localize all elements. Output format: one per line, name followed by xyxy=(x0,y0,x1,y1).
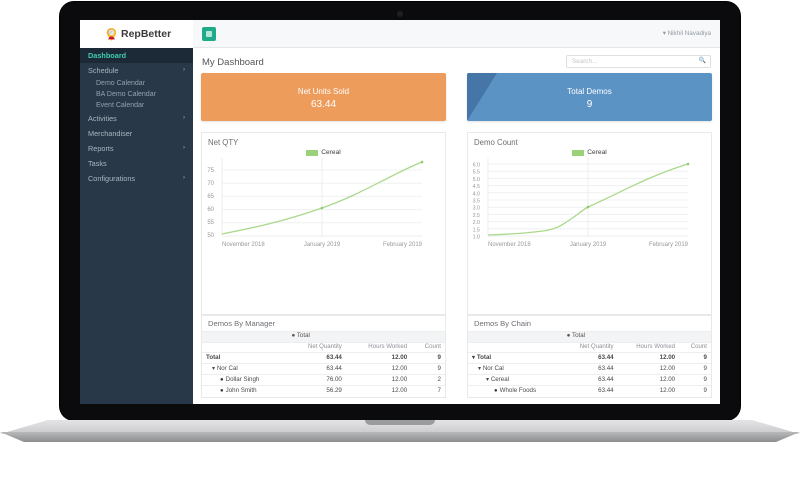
svg-text:4.5: 4.5 xyxy=(473,184,480,190)
svg-text:6.0: 6.0 xyxy=(473,163,480,169)
svg-text:3.0: 3.0 xyxy=(473,206,480,212)
svg-text:1.0: 1.0 xyxy=(473,235,480,241)
svg-text:3.5: 3.5 xyxy=(473,199,480,205)
svg-text:4.0: 4.0 xyxy=(473,191,480,197)
svg-text:5.5: 5.5 xyxy=(473,170,480,176)
svg-text:2.0: 2.0 xyxy=(473,220,480,226)
svg-text:1.5: 1.5 xyxy=(473,227,480,233)
svg-text:February 2019: February 2019 xyxy=(649,242,689,248)
svg-text:70: 70 xyxy=(207,181,214,187)
svg-text:January 2019: January 2019 xyxy=(304,242,341,248)
svg-text:2.5: 2.5 xyxy=(473,213,480,219)
svg-text:60: 60 xyxy=(207,207,214,213)
svg-text:75: 75 xyxy=(207,168,214,174)
svg-text:February 2019: February 2019 xyxy=(383,242,423,248)
svg-text:5.0: 5.0 xyxy=(473,177,480,183)
svg-text:November 2018: November 2018 xyxy=(222,242,265,248)
svg-text:65: 65 xyxy=(207,194,214,200)
svg-text:January 2019: January 2019 xyxy=(570,242,607,248)
svg-text:50: 50 xyxy=(207,233,214,239)
svg-text:November 2018: November 2018 xyxy=(488,242,531,248)
svg-text:55: 55 xyxy=(207,220,214,226)
